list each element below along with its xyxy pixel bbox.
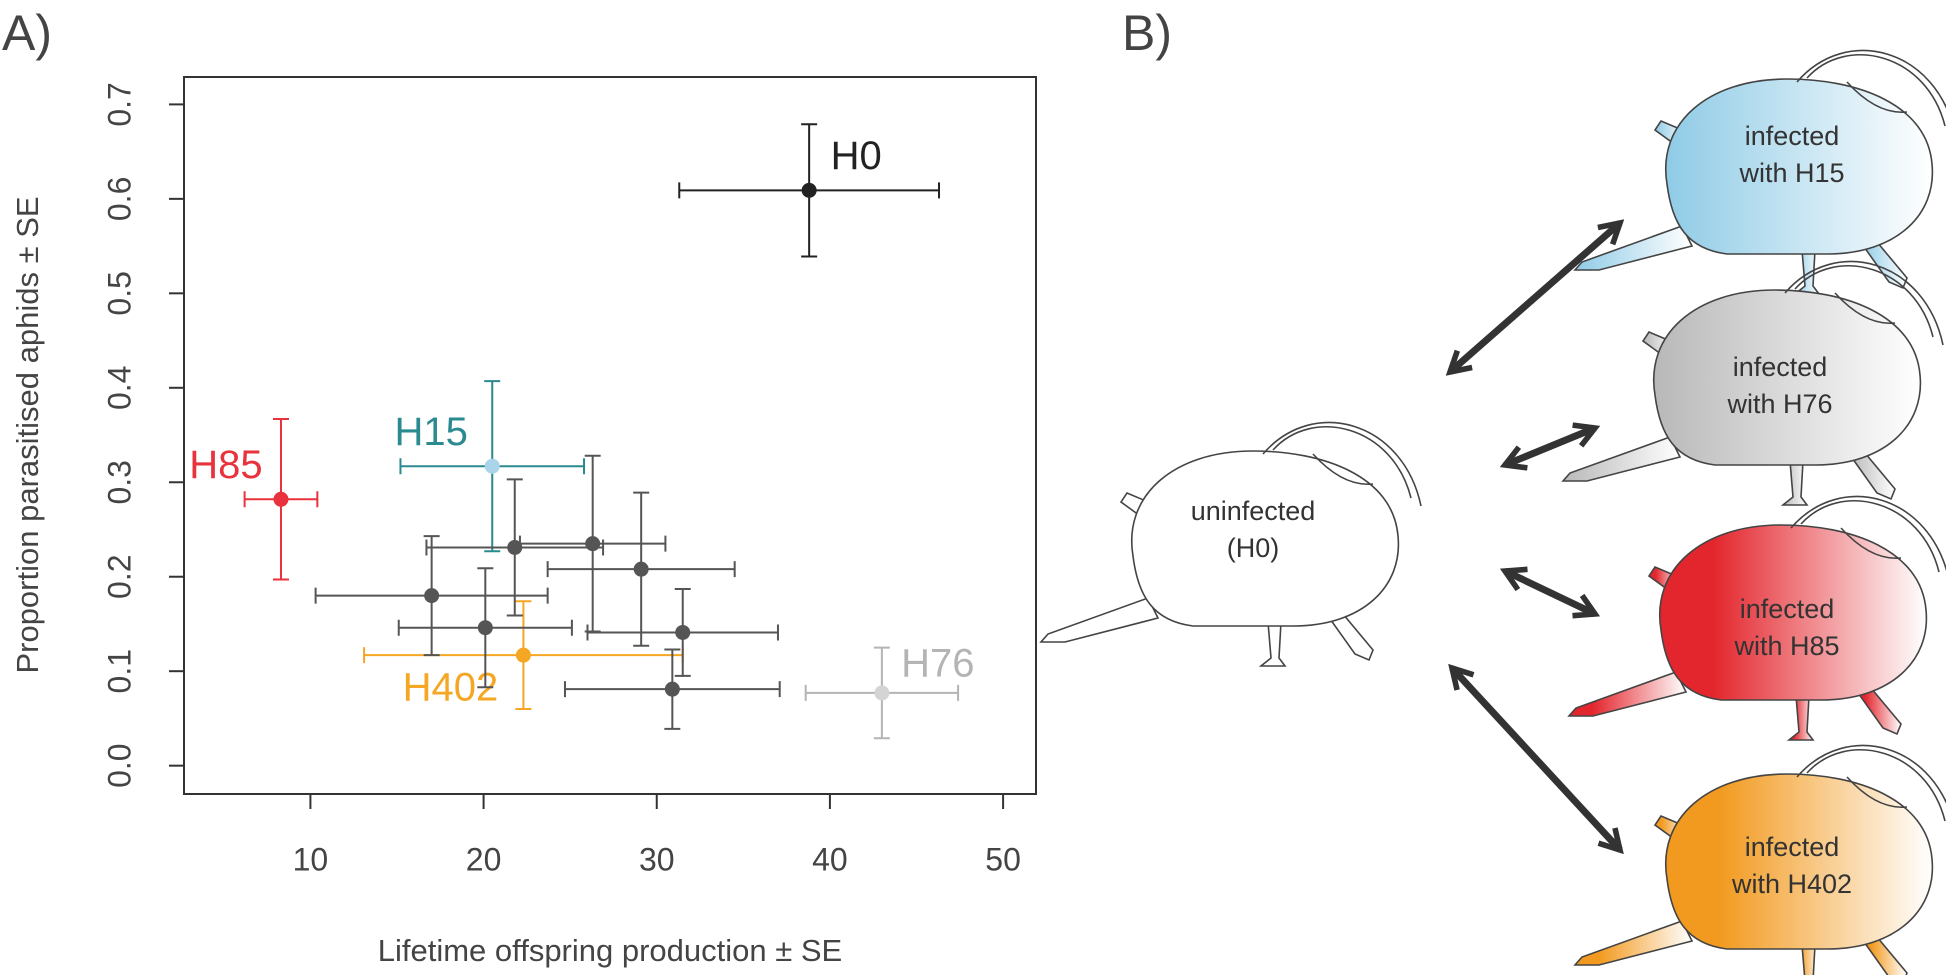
y-tick-label: 0.3 xyxy=(101,460,137,504)
point xyxy=(484,458,500,474)
panel-b: B) uninfected (H0) infected with H15 inf… xyxy=(1040,5,1946,975)
node-label: (H0) xyxy=(1227,533,1280,563)
x-tick-label: 50 xyxy=(985,841,1021,877)
panel-label: A) xyxy=(2,5,52,61)
point xyxy=(801,182,817,198)
arrow xyxy=(1448,663,1624,855)
x-tick-label: 30 xyxy=(639,841,675,877)
y-tick-label: 0.0 xyxy=(101,743,137,787)
point xyxy=(515,647,531,663)
point xyxy=(633,561,649,577)
panel-label: B) xyxy=(1122,5,1172,61)
y-tick-label: 0.5 xyxy=(101,271,137,315)
panel-a: A) Lifetime offspring production ± SE Pr… xyxy=(2,5,1037,968)
arrow xyxy=(1445,219,1625,376)
point-label: H76 xyxy=(901,641,974,685)
aphid xyxy=(1562,260,1944,506)
point xyxy=(874,685,890,701)
node-label: with H85 xyxy=(1733,631,1839,661)
point xyxy=(273,491,289,507)
node-label: with H15 xyxy=(1738,158,1844,188)
x-axis-title: Lifetime offspring production ± SE xyxy=(378,933,842,968)
point xyxy=(585,536,601,552)
y-tick-label: 0.7 xyxy=(101,82,137,126)
point-label: H0 xyxy=(831,134,882,178)
plot-frame xyxy=(183,76,1037,795)
point-label: H85 xyxy=(189,443,262,487)
x-tick-label: 10 xyxy=(293,841,329,877)
y-tick-label: 0.6 xyxy=(101,177,137,221)
node-label: infected xyxy=(1745,832,1840,862)
arrow xyxy=(1499,566,1601,619)
y-tick-label: 0.4 xyxy=(101,366,137,410)
x-tick-label: 40 xyxy=(812,841,848,877)
point xyxy=(424,588,440,604)
point-label: H15 xyxy=(395,410,468,454)
node-label: infected xyxy=(1745,121,1840,151)
y-tick-label: 0.2 xyxy=(101,554,137,598)
node-label: uninfected xyxy=(1191,496,1316,526)
x-tick-label: 20 xyxy=(466,841,502,877)
node-label: with H76 xyxy=(1726,389,1832,419)
node-label: infected xyxy=(1740,594,1835,624)
arrow xyxy=(1499,422,1601,471)
node-label: with H402 xyxy=(1731,869,1852,899)
y-tick-label: 0.1 xyxy=(101,649,137,693)
point xyxy=(477,620,493,636)
point xyxy=(675,624,691,640)
point xyxy=(664,681,680,697)
node-label: infected xyxy=(1733,352,1828,382)
point xyxy=(507,539,523,555)
y-axis-title: Proportion parasitised aphids ± SE xyxy=(10,196,45,673)
